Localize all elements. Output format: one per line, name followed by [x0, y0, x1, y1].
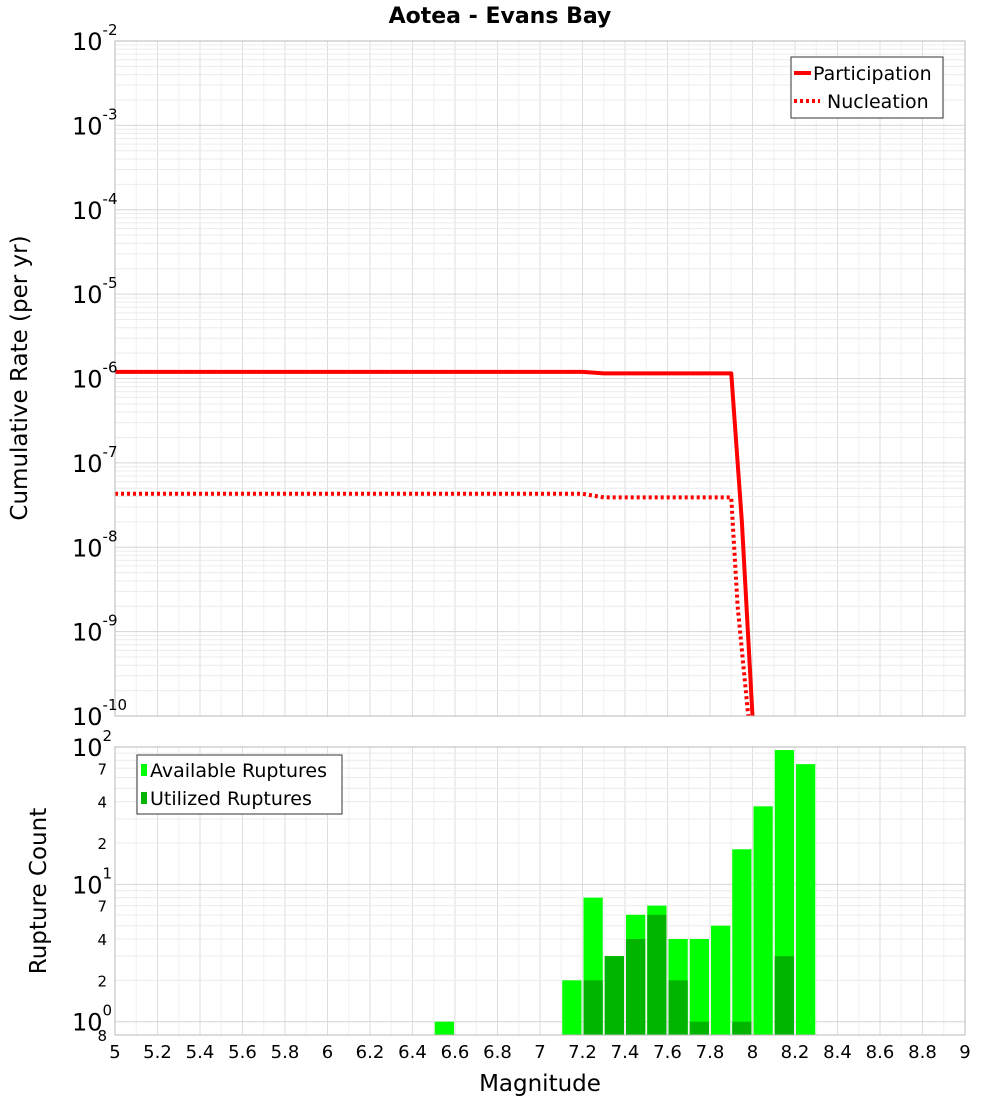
x-tick-label: 7: [534, 1042, 545, 1063]
rupture-y-minor-label: 2: [97, 835, 107, 853]
rate-series: [115, 369, 755, 717]
x-tick-label: 5.6: [228, 1042, 257, 1063]
utilized-bar: [626, 939, 646, 1035]
rate-y-tick-label: 10-6: [72, 359, 118, 394]
rupture-chart: 100 101 102 8 2 4 7 2 4 7 5 5.2 5.4 5.6 5.8 6 6.2 6.4 6.6…: [26, 727, 971, 1097]
available-bar: [562, 980, 582, 1035]
utilized-bar: [774, 956, 794, 1035]
x-tick-label: 6.8: [483, 1042, 512, 1063]
utilized-bar: [732, 1021, 752, 1035]
rupture-y-minor-label: 7: [97, 898, 107, 916]
x-tick-label: 7.2: [568, 1042, 597, 1063]
rupture-y-minor-label: 4: [97, 931, 107, 949]
x-tick-label: 6.2: [356, 1042, 385, 1063]
legend-nucleation-label: Nucleation: [827, 91, 929, 113]
rupture-y-tick-label: 100: [72, 1002, 112, 1037]
rate-y-tick-label: 10-10: [72, 696, 127, 731]
rate-y-tick-label: 10-7: [72, 443, 118, 478]
x-tick-label: 7.4: [611, 1042, 640, 1063]
legend-participation-label: Participation: [813, 63, 932, 85]
x-tick-label: 5.2: [143, 1042, 172, 1063]
series-nucleation: [115, 491, 751, 717]
rate-y-ticks: 10-10 10-9 10-8 10-7 10-6 10-5 10-4 10-3 10-2: [72, 21, 127, 731]
x-tick-label: 5: [109, 1042, 120, 1063]
x-tick-label: 5.8: [271, 1042, 300, 1063]
x-tick-label: 8: [747, 1042, 758, 1063]
utilized-bar: [668, 980, 688, 1035]
x-tick-label: 8.8: [908, 1042, 937, 1063]
available-bar: [753, 806, 773, 1035]
rupture-plot-border: [114, 746, 966, 1036]
magnitude-x-ticks: 5 5.2 5.4 5.6 5.8 6 6.2 6.4 6.6 6.8 7 7.2 7.4 7.6 7.8 8…: [109, 1042, 970, 1063]
rate-legend-box: [790, 56, 944, 119]
rupture-y-tick-label: 102: [72, 727, 112, 762]
x-axis-label: Magnitude: [479, 1071, 601, 1097]
rupture-y-axis-label: Rupture Count: [26, 808, 52, 974]
rate-y-tick-label: 10-5: [72, 274, 118, 309]
utilized-bar: [689, 1021, 709, 1035]
rupture-legend: Available Ruptures Utilized Ruptures: [136, 754, 343, 815]
x-tick-label: 7.6: [653, 1042, 682, 1063]
rate-y-tick-label: 10-3: [72, 105, 118, 140]
rupture-y-tick-label: 101: [72, 864, 112, 899]
x-tick-label: 6.4: [398, 1042, 427, 1063]
rate-y-axis-label: Cumulative Rate (per yr): [7, 235, 33, 520]
rate-plot-border: [114, 40, 966, 717]
available-bar: [796, 764, 816, 1035]
rate-legend: Participation Nucleation: [790, 56, 944, 119]
utilized-bar: [583, 980, 603, 1035]
series-participation: [115, 369, 755, 717]
rupture-y-minor-label: 2: [97, 972, 107, 990]
x-tick-label: 8.4: [823, 1042, 852, 1063]
x-tick-label: 8.6: [866, 1042, 895, 1063]
rupture-y-ticks: 100 101 102 8 2 4 7 2 4 7: [72, 727, 112, 1045]
x-tick-label: 8.2: [781, 1042, 810, 1063]
rupture-y-minor-label: 4: [97, 794, 107, 812]
rate-y-tick-label: 10-8: [72, 527, 118, 562]
available-bar: [689, 939, 709, 1035]
rupture-legend-box: [136, 754, 343, 815]
utilized-bar: [647, 914, 667, 1035]
available-bar: [732, 849, 752, 1035]
x-tick-label: 7.8: [696, 1042, 725, 1063]
rupture-y-minor-label: 7: [97, 760, 107, 778]
utilized-bar: [604, 956, 624, 1035]
rupture-bars: [434, 750, 816, 1035]
legend-available-swatch: [141, 764, 147, 776]
available-bar: [434, 1021, 454, 1035]
available-bar: [711, 925, 731, 1035]
rate-y-tick-label: 10-9: [72, 612, 118, 647]
x-tick-label: 6: [322, 1042, 333, 1063]
legend-utilized-swatch: [141, 792, 147, 804]
x-tick-label: 9: [959, 1042, 970, 1063]
legend-available-label: Available Ruptures: [150, 760, 327, 782]
rate-chart: 10-10 10-9 10-8 10-7 10-6 10-5 10-4 10-3 10-2 Cu…: [7, 21, 966, 731]
rate-gridlines: [114, 41, 966, 717]
x-tick-label: 6.6: [441, 1042, 470, 1063]
chart-title: Aotea - Evans Bay: [389, 4, 612, 29]
rupture-y-minor-label: 8: [97, 1027, 107, 1045]
legend-utilized-label: Utilized Ruptures: [150, 788, 312, 810]
x-tick-label: 5.4: [186, 1042, 215, 1063]
rate-y-tick-label: 10-2: [72, 21, 118, 56]
rate-y-tick-label: 10-4: [72, 190, 118, 225]
